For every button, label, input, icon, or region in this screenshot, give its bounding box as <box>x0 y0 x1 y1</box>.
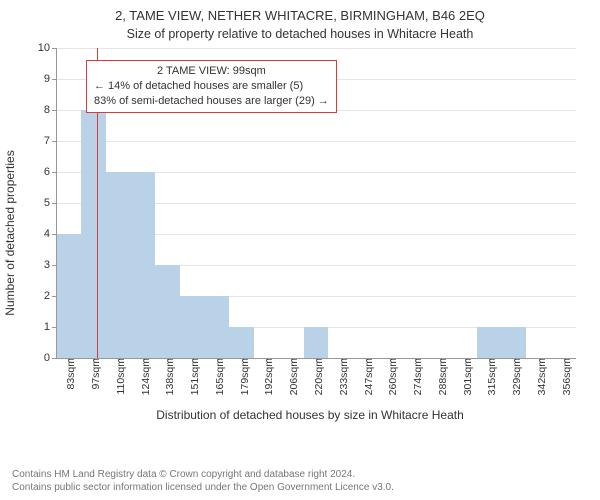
x-tick-label: 356sqm <box>555 358 573 395</box>
x-tick-label: 260sqm <box>381 358 399 395</box>
plot-area: 01234567891083sqm97sqm110sqm124sqm138sqm… <box>56 48 576 358</box>
y-tick-label: 2 <box>44 290 56 302</box>
info-box-line-1: 2 TAME VIEW: 99sqm <box>94 64 329 79</box>
y-tick-label: 9 <box>44 73 56 85</box>
histogram-bar <box>229 327 254 358</box>
chart-container: Number of detached properties 0123456789… <box>36 48 584 418</box>
x-tick-label: 342sqm <box>530 358 548 395</box>
x-tick-label: 124sqm <box>134 358 152 395</box>
x-tick-label: 315sqm <box>480 358 498 395</box>
info-box-line-3: 83% of semi-detached houses are larger (… <box>94 94 329 109</box>
x-tick-label: 179sqm <box>233 358 251 395</box>
y-tick-label: 1 <box>44 321 56 333</box>
x-axis-label: Distribution of detached houses by size … <box>156 408 464 422</box>
y-tick-label: 10 <box>38 42 56 54</box>
x-tick-label: 288sqm <box>431 358 449 395</box>
histogram-bar <box>130 172 155 358</box>
attribution-line-2: Contains public sector information licen… <box>12 481 394 494</box>
x-tick-label: 220sqm <box>307 358 325 395</box>
info-box: 2 TAME VIEW: 99sqm ← 14% of detached hou… <box>86 60 337 113</box>
attribution-text: Contains HM Land Registry data © Crown c… <box>12 468 394 494</box>
y-axis-label: Number of detached properties <box>3 150 17 315</box>
histogram-bar <box>56 234 81 358</box>
gridline <box>56 48 576 49</box>
x-tick-label: 247sqm <box>357 358 375 395</box>
x-tick-label: 233sqm <box>332 358 350 395</box>
histogram-bar <box>304 327 329 358</box>
x-tick-label: 110sqm <box>109 358 127 395</box>
y-tick-label: 8 <box>44 104 56 116</box>
x-tick-label: 206sqm <box>282 358 300 395</box>
chart-title-sub: Size of property relative to detached ho… <box>0 23 600 41</box>
x-tick-label: 97sqm <box>84 358 102 390</box>
x-tick-label: 274sqm <box>406 358 424 395</box>
gridline <box>56 141 576 142</box>
histogram-bar <box>205 296 230 358</box>
y-tick-label: 4 <box>44 228 56 240</box>
y-axis-line <box>56 48 57 358</box>
y-tick-label: 7 <box>44 135 56 147</box>
histogram-bar <box>155 265 180 358</box>
x-tick-label: 192sqm <box>257 358 275 395</box>
histogram-bar <box>106 172 131 358</box>
y-tick-label: 6 <box>44 166 56 178</box>
x-tick-label: 83sqm <box>59 358 77 390</box>
histogram-bar <box>180 296 205 358</box>
x-tick-label: 151sqm <box>183 358 201 395</box>
x-tick-label: 301sqm <box>456 358 474 395</box>
histogram-bar <box>502 327 527 358</box>
info-box-line-2: ← 14% of detached houses are smaller (5) <box>94 79 329 94</box>
histogram-bar <box>477 327 502 358</box>
y-tick-label: 0 <box>44 352 56 364</box>
x-tick-label: 165sqm <box>208 358 226 395</box>
x-axis-line <box>56 358 576 359</box>
histogram-bar <box>81 110 106 358</box>
y-tick-label: 3 <box>44 259 56 271</box>
x-tick-label: 329sqm <box>505 358 523 395</box>
x-tick-label: 138sqm <box>158 358 176 395</box>
y-tick-label: 5 <box>44 197 56 209</box>
chart-title-main: 2, TAME VIEW, NETHER WHITACRE, BIRMINGHA… <box>0 0 600 23</box>
attribution-line-1: Contains HM Land Registry data © Crown c… <box>12 468 394 481</box>
